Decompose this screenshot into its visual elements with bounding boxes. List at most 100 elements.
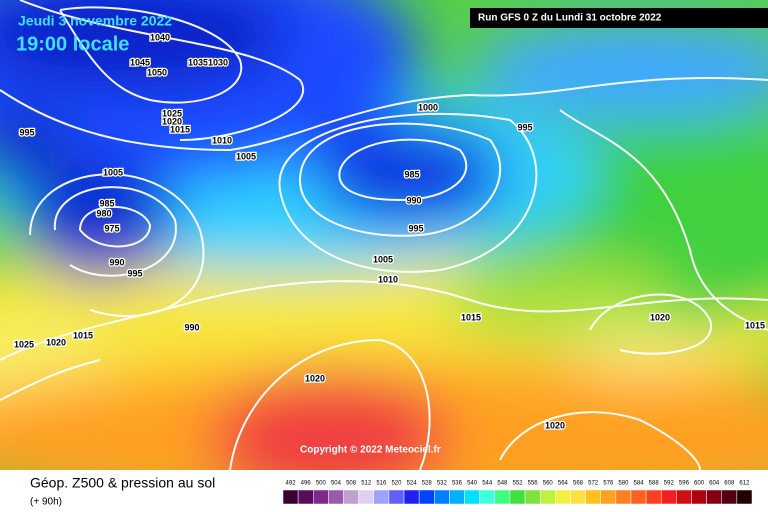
scale-label: 548 — [497, 481, 508, 487]
forecast-time: 19:00 locale — [16, 33, 129, 55]
isobar — [229, 338, 431, 470]
isobar-label: 985 — [404, 169, 419, 179]
isobar-label: 1045 — [130, 57, 150, 67]
scale-label: 532 — [437, 481, 448, 487]
scale-swatch — [660, 489, 677, 505]
scale-swatch — [388, 489, 405, 505]
scale-swatch — [297, 489, 314, 505]
scale-label: 520 — [391, 481, 402, 487]
isobar-label: 990 — [184, 322, 199, 332]
isobar-label: 1015 — [745, 320, 765, 330]
isobar-label: 1020 — [46, 337, 66, 347]
scale-label: 580 — [618, 481, 629, 487]
scale-swatch — [403, 489, 420, 505]
isobar — [0, 76, 768, 152]
scale-label: 568 — [573, 481, 584, 487]
isobar-label: 1020 — [305, 373, 325, 383]
copyright: Copyright © 2022 Meteociel.fr — [300, 445, 441, 456]
scale-swatch — [615, 489, 632, 505]
scale-label: 492 — [286, 481, 297, 487]
color-scale: 492 496 500 504 508 512 516 520 524 528 532 536 540 5… — [282, 481, 753, 505]
isobar — [79, 205, 152, 248]
scale-label: 596 — [679, 481, 690, 487]
isobar — [499, 411, 701, 470]
scale-label: 592 — [664, 481, 675, 487]
scale-label: 600 — [694, 481, 705, 487]
field-blob — [210, 375, 450, 470]
scale-label: 500 — [316, 481, 327, 487]
scale-swatch — [358, 489, 375, 505]
isobar-label: 995 — [19, 127, 34, 137]
scale-label: 612 — [739, 481, 750, 487]
isobar-label: 1005 — [373, 254, 393, 264]
isobar-label: 1005 — [103, 167, 123, 177]
scale-label: 556 — [528, 481, 539, 487]
scale-label: 588 — [649, 481, 660, 487]
field-blob — [0, 110, 70, 190]
field-blob — [440, 260, 680, 340]
scale-label: 564 — [558, 481, 569, 487]
scale-swatch — [434, 489, 450, 505]
isobar-label: 1020 — [545, 420, 565, 430]
field-blob — [315, 125, 505, 225]
isobar-label: 1050 — [147, 67, 167, 77]
scale-label: 504 — [331, 481, 342, 487]
scale-swatch — [328, 489, 344, 505]
legend-subtitle: (+ 90h) — [30, 497, 62, 508]
run-box — [470, 8, 768, 28]
scale-label: 544 — [482, 481, 493, 487]
isobar-label: 1000 — [418, 102, 438, 112]
isobar — [59, 6, 243, 104]
scale-swatch — [706, 489, 722, 505]
isobar-label: 1015 — [170, 124, 190, 134]
scale-label: 524 — [407, 481, 418, 487]
field-blob — [0, 0, 290, 90]
scale-label: 508 — [346, 481, 357, 487]
scale-label: 604 — [709, 481, 720, 487]
scale-swatch — [449, 489, 465, 505]
scale-swatch — [645, 489, 662, 505]
isobar-label: 990 — [406, 195, 421, 205]
scale-label: 552 — [512, 481, 523, 487]
isobar-label: 990 — [109, 257, 124, 267]
isobar-label: 1025 — [162, 108, 182, 118]
scale-swatch — [736, 489, 753, 505]
forecast-date: Jeudi 3 novembre 2022 — [18, 13, 172, 29]
scale-swatch — [721, 489, 738, 505]
isobar — [278, 112, 538, 273]
isobar-label: 1020 — [162, 116, 182, 126]
isobar — [19, 0, 304, 141]
scale-swatch — [509, 489, 526, 505]
legend-title: Géop. Z500 & pression au sol — [30, 475, 215, 491]
isobar-label: 1015 — [73, 330, 93, 340]
scale-label: 608 — [724, 481, 735, 487]
isobar-label: 1025 — [14, 339, 34, 349]
scale-label: 528 — [422, 481, 433, 487]
scale-swatch — [343, 489, 359, 505]
scale-swatch — [313, 489, 329, 505]
isobar — [559, 109, 768, 331]
isobar-label: 975 — [104, 223, 119, 233]
scale-swatch — [524, 489, 541, 505]
scale-swatch — [539, 489, 556, 505]
scale-swatch — [373, 489, 390, 505]
isobar — [0, 359, 101, 401]
isobar-label: 1030 — [208, 57, 228, 67]
isobar-label: 1040 — [150, 32, 170, 42]
scale-swatch — [676, 489, 692, 505]
field-blob — [470, 20, 768, 120]
scale-label: 572 — [588, 481, 599, 487]
isobar-label: 995 — [517, 122, 532, 132]
scale-label: 560 — [543, 481, 554, 487]
scale-swatch — [600, 489, 617, 505]
scale-swatch — [282, 489, 299, 505]
isobar — [299, 122, 502, 237]
isobar — [53, 186, 177, 277]
isobar-label: 995 — [408, 223, 423, 233]
scale-swatch — [570, 489, 586, 505]
scale-swatch — [464, 489, 480, 505]
scale-label: 516 — [376, 481, 387, 487]
